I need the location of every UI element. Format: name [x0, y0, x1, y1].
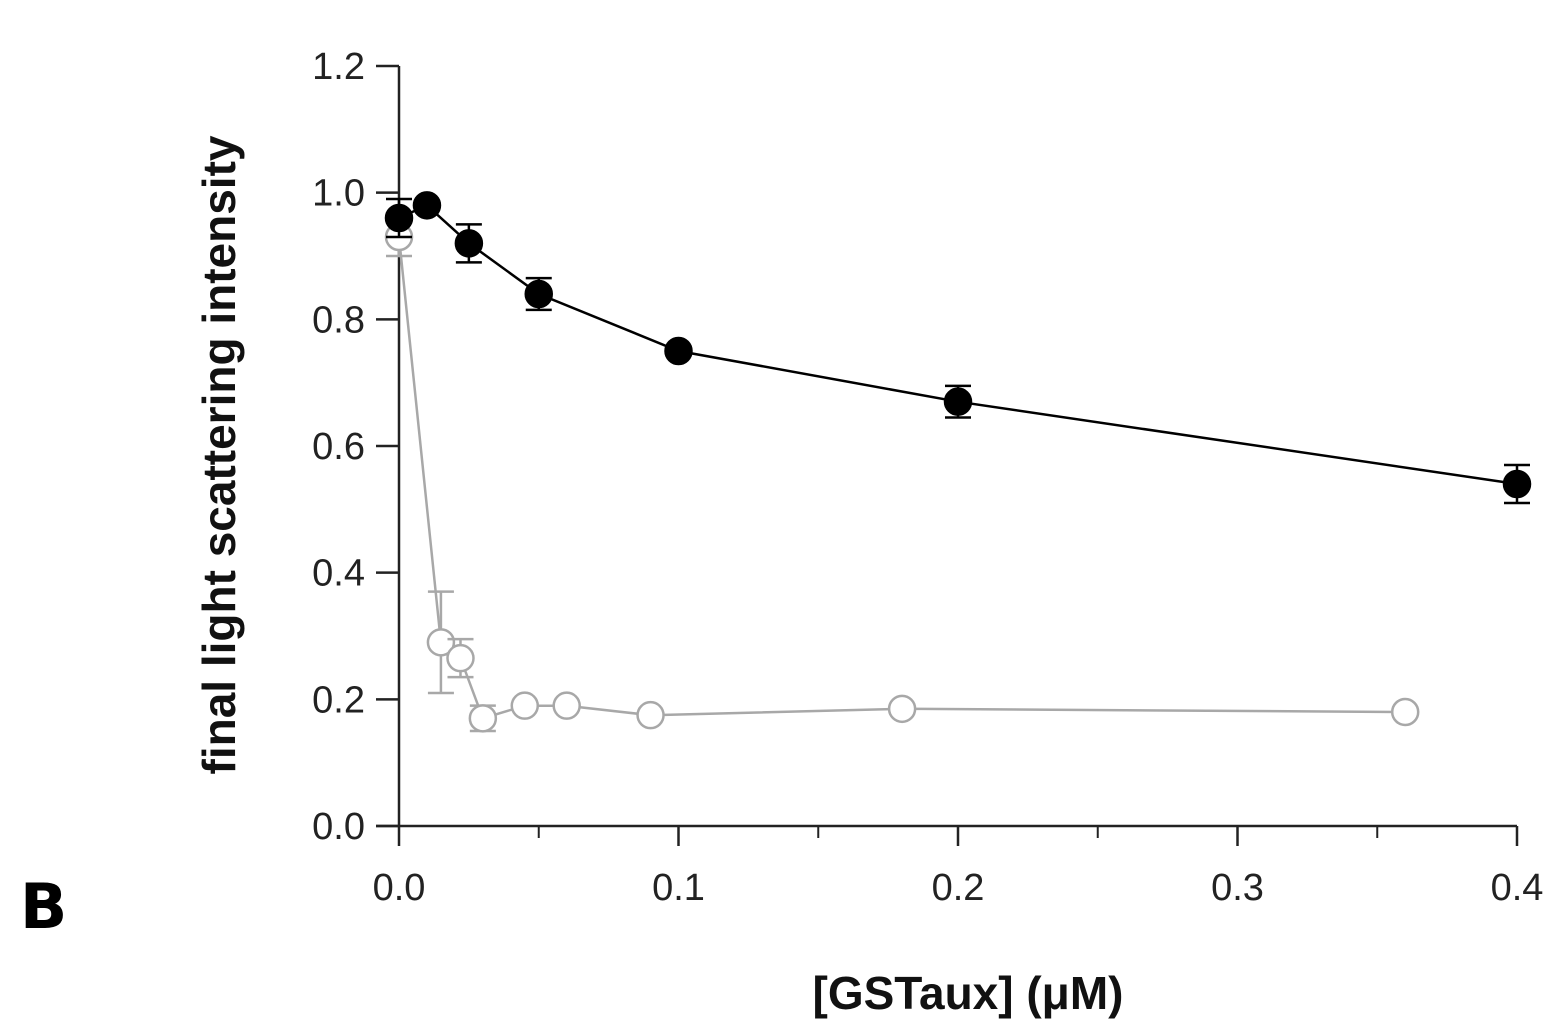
data-point	[524, 279, 553, 309]
x-tick-label: 0.4	[1491, 867, 1544, 909]
y-tick-label: 1.2	[312, 46, 365, 88]
data-point	[1502, 469, 1532, 499]
data-point	[636, 700, 665, 730]
y-axis: 0.0 0.2 0.4 0.6 0.8 1.0 1.2	[312, 46, 401, 848]
data-point	[468, 704, 498, 733]
y-tick-label: 0.0	[312, 806, 365, 848]
series-line	[398, 203, 1518, 486]
series-filled	[384, 191, 1532, 505]
data-point	[510, 691, 540, 720]
data-point	[446, 643, 475, 673]
x-tick-label: 0.1	[652, 867, 705, 909]
x-axis: 0.0 0.1 0.2 0.3 0.4	[373, 824, 1544, 909]
data-point	[887, 694, 917, 724]
data-point	[664, 336, 693, 366]
y-tick-label: 0.8	[312, 299, 365, 341]
plot-area	[384, 191, 1532, 733]
y-tick-label: 0.2	[312, 679, 365, 721]
y-ticks: 0.0 0.2 0.4 0.6 0.8 1.0 1.2	[312, 46, 399, 848]
data-point	[426, 628, 456, 657]
x-axis-title: [GSTaux] (μM)	[813, 967, 1124, 1019]
x-tick-label: 0.0	[373, 867, 426, 909]
x-ticks: 0.0 0.1 0.2 0.3 0.4	[373, 826, 1544, 909]
data-point	[552, 691, 581, 720]
data-point	[454, 229, 484, 258]
x-tick-label: 0.3	[1211, 867, 1264, 909]
data-point	[1390, 697, 1420, 727]
data-point	[943, 387, 973, 416]
y-tick-label: 1.0	[312, 173, 365, 215]
y-tick-label: 0.6	[312, 426, 365, 468]
panel-letter: B	[20, 870, 67, 943]
y-axis-title: final light scattering intensity	[193, 135, 245, 774]
x-tick-label: 0.2	[932, 867, 985, 909]
data-point	[412, 191, 442, 220]
y-tick-label: 0.4	[312, 553, 365, 595]
data-point	[384, 203, 414, 233]
